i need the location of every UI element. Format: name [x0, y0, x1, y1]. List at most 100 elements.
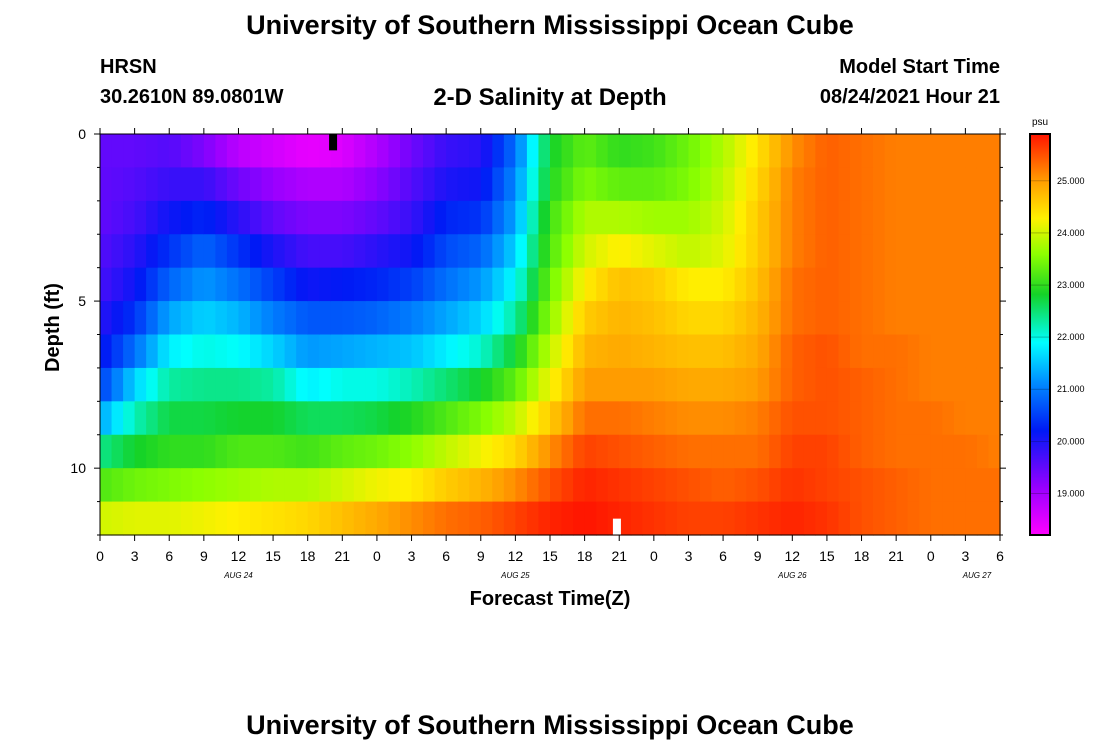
- heatmap-cell: [146, 134, 158, 168]
- heatmap-cell: [735, 201, 747, 235]
- heatmap-cell: [504, 368, 516, 402]
- heatmap-cell: [931, 435, 943, 469]
- heatmap-cell: [596, 301, 608, 335]
- heatmap-cell: [688, 301, 700, 335]
- heatmap-cell: [192, 502, 204, 536]
- heatmap-cell: [642, 368, 654, 402]
- heatmap-cell: [400, 234, 412, 268]
- heatmap-cell: [654, 502, 666, 536]
- heatmap-cell: [862, 401, 874, 435]
- heatmap-cell: [688, 502, 700, 536]
- heatmap-cell: [100, 335, 112, 369]
- heatmap-cell: [319, 435, 331, 469]
- heatmap-cell: [758, 201, 770, 235]
- heatmap-cell: [469, 335, 481, 369]
- heatmap-cell: [781, 134, 793, 168]
- heatmap-cell: [931, 468, 943, 502]
- heatmap-cell: [492, 234, 504, 268]
- heatmap-cell: [700, 502, 712, 536]
- heatmap-cell: [804, 435, 816, 469]
- heatmap-cell: [238, 468, 250, 502]
- heatmap-cell: [550, 167, 562, 201]
- heatmap-cell: [285, 401, 297, 435]
- heatmap-cell: [215, 234, 227, 268]
- heatmap-cell: [712, 368, 724, 402]
- heatmap-cell: [400, 134, 412, 168]
- heatmap-cell: [885, 468, 897, 502]
- heatmap-cell: [262, 234, 274, 268]
- heatmap-cell: [146, 201, 158, 235]
- heatmap-cell: [562, 201, 574, 235]
- heatmap-cell: [562, 368, 574, 402]
- heatmap-cell: [919, 268, 931, 302]
- heatmap-cell: [815, 268, 827, 302]
- heatmap-cell: [723, 134, 735, 168]
- heatmap-cell: [838, 268, 850, 302]
- heatmap-cell: [504, 502, 516, 536]
- heatmap-cell: [262, 368, 274, 402]
- heatmap-cell: [504, 401, 516, 435]
- heatmap-cell: [250, 201, 262, 235]
- heatmap-cell: [631, 502, 643, 536]
- heatmap-cell: [931, 134, 943, 168]
- heatmap-cell: [631, 268, 643, 302]
- heatmap-cell: [412, 134, 424, 168]
- heatmap-cell: [250, 167, 262, 201]
- heatmap-cell: [758, 335, 770, 369]
- heatmap-cell: [792, 134, 804, 168]
- heatmap-cell: [135, 301, 147, 335]
- heatmap-cell: [446, 301, 458, 335]
- heatmap-cell: [423, 301, 435, 335]
- heatmap-cell: [215, 335, 227, 369]
- heatmap-cell: [954, 301, 966, 335]
- heatmap-cell: [181, 234, 193, 268]
- heatmap-cell: [342, 268, 354, 302]
- heatmap-cell: [458, 268, 470, 302]
- heatmap-cell: [158, 435, 170, 469]
- heatmap-cell: [562, 134, 574, 168]
- date-label: AUG 24: [223, 571, 253, 580]
- heatmap-cell: [169, 268, 181, 302]
- heatmap-cell: [988, 401, 1000, 435]
- heatmap-cell: [308, 502, 320, 536]
- heatmap-cell: [665, 234, 677, 268]
- heatmap-cell: [504, 301, 516, 335]
- heatmap-cell: [850, 134, 862, 168]
- heatmap-cell: [873, 468, 885, 502]
- heatmap-cells: [100, 134, 1001, 536]
- heatmap-cell: [492, 502, 504, 536]
- heatmap-cell: [273, 435, 285, 469]
- heatmap-cell: [815, 468, 827, 502]
- heatmap-cell: [296, 502, 308, 536]
- heatmap-cell: [769, 268, 781, 302]
- heatmap-cell: [504, 167, 516, 201]
- heatmap-cell: [365, 368, 377, 402]
- colorbar-tick-label: 24.000: [1057, 228, 1085, 238]
- heatmap-cell: [192, 401, 204, 435]
- heatmap-cell: [550, 335, 562, 369]
- heatmap-cell: [688, 435, 700, 469]
- heatmap-cell: [712, 401, 724, 435]
- heatmap-cell: [285, 368, 297, 402]
- y-tick-label: 5: [78, 293, 86, 309]
- heatmap-cell: [377, 301, 389, 335]
- heatmap-cell: [873, 268, 885, 302]
- heatmap-cell: [850, 268, 862, 302]
- heatmap-cell: [146, 301, 158, 335]
- heatmap-cell: [573, 268, 585, 302]
- heatmap-cell: [308, 335, 320, 369]
- heatmap-cell: [804, 268, 816, 302]
- heatmap-cell: [400, 435, 412, 469]
- heatmap-cell: [665, 201, 677, 235]
- heatmap-cell: [192, 268, 204, 302]
- heatmap-cell: [896, 234, 908, 268]
- heatmap-cell: [181, 468, 193, 502]
- heatmap-cell: [642, 134, 654, 168]
- heatmap-cell: [135, 201, 147, 235]
- heatmap-cell: [758, 368, 770, 402]
- heatmap-cell: [331, 301, 343, 335]
- heatmap-cell: [377, 468, 389, 502]
- heatmap-cell: [538, 502, 550, 536]
- heatmap-cell: [492, 268, 504, 302]
- heatmap-cell: [250, 401, 262, 435]
